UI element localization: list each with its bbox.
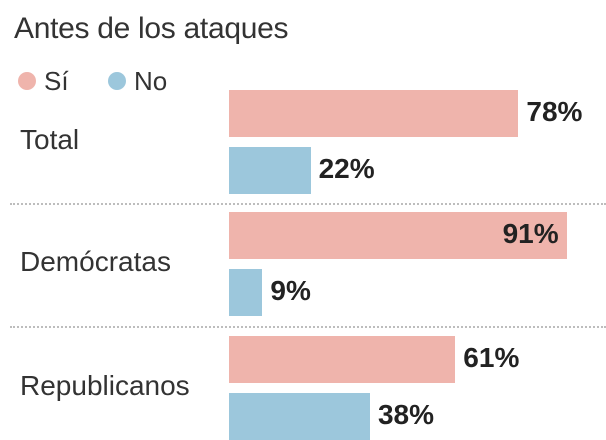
category-label-democratas: Demócratas bbox=[20, 246, 171, 277]
group-separator bbox=[10, 326, 606, 328]
legend-label-no: No bbox=[134, 65, 168, 96]
bar-total-si bbox=[229, 90, 519, 137]
bar-republicanos-no bbox=[229, 393, 370, 440]
legend-swatch-no bbox=[108, 72, 126, 90]
category-label-republicanos: Republicanos bbox=[20, 370, 190, 401]
bar-democratas-no bbox=[229, 269, 263, 316]
value-label-total-no: 22% bbox=[318, 153, 375, 184]
bar-total-no bbox=[229, 147, 311, 194]
category-label-total: Total bbox=[20, 124, 80, 155]
legend-label-si: Sí bbox=[44, 65, 69, 96]
bar-democratas-si bbox=[229, 212, 567, 259]
value-label-democratas-no: 9% bbox=[270, 275, 311, 306]
value-label-democratas-si: 91% bbox=[502, 218, 559, 249]
legend-item-si: Sí bbox=[18, 64, 69, 98]
value-label-republicanos-si: 61% bbox=[463, 342, 520, 373]
value-label-total-si: 78% bbox=[526, 96, 583, 127]
value-label-republicanos-no: 38% bbox=[377, 399, 435, 430]
bar-republicanos-si bbox=[229, 336, 456, 383]
legend-item-no: No bbox=[108, 64, 167, 98]
group-separator bbox=[10, 203, 606, 205]
chart-title: Antes de los ataques bbox=[14, 12, 289, 45]
legend-swatch-si bbox=[18, 72, 36, 90]
